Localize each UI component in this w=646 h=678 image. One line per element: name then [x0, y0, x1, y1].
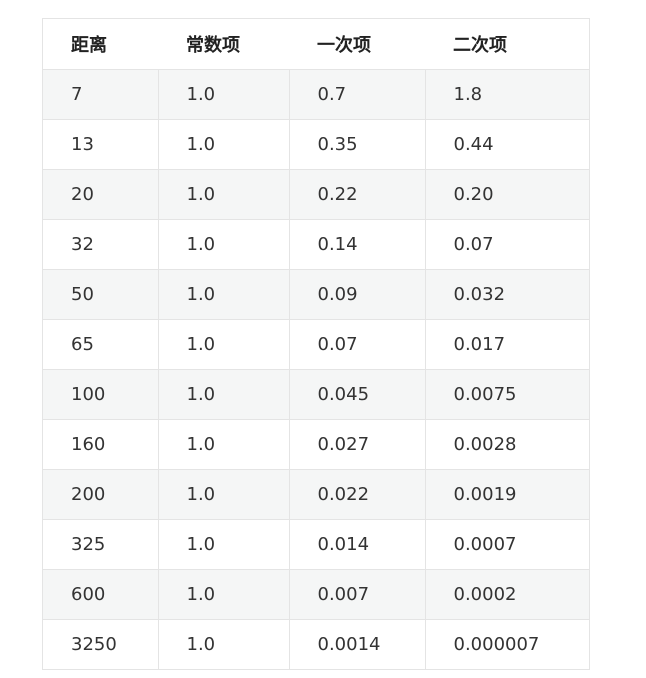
- attenuation-table: 距离 常数项 一次项 二次项 7 1.0 0.7 1.8 13 1.0 0.35 0.44 20…: [43, 19, 589, 670]
- cell-quadratic: 0.0002: [425, 569, 589, 620]
- cell-constant: 1.0: [158, 369, 290, 420]
- table-body: 7 1.0 0.7 1.8 13 1.0 0.35 0.44 20 1.0 0.22 0.20 32 1.…: [43, 69, 589, 670]
- cell-distance: 50: [43, 269, 159, 320]
- header-quadratic: 二次项: [425, 19, 589, 70]
- table-row: 200 1.0 0.022 0.0019: [43, 469, 589, 520]
- cell-constant: 1.0: [158, 119, 290, 170]
- table-row: 32 1.0 0.14 0.07: [43, 219, 589, 270]
- cell-distance: 3250: [43, 619, 159, 670]
- cell-linear: 0.0014: [289, 619, 426, 670]
- cell-linear: 0.22: [289, 169, 426, 220]
- cell-constant: 1.0: [158, 69, 290, 120]
- cell-distance: 100: [43, 369, 159, 420]
- cell-quadratic: 0.032: [425, 269, 589, 320]
- cell-constant: 1.0: [158, 219, 290, 270]
- cell-distance: 32: [43, 219, 159, 270]
- cell-quadratic: 0.20: [425, 169, 589, 220]
- cell-constant: 1.0: [158, 169, 290, 220]
- cell-distance: 20: [43, 169, 159, 220]
- header-distance: 距离: [43, 19, 158, 70]
- cell-linear: 0.7: [289, 69, 426, 120]
- cell-linear: 0.014: [289, 519, 426, 570]
- header-row: 距离 常数项 一次项 二次项: [43, 19, 589, 70]
- cell-distance: 325: [43, 519, 159, 570]
- table-row: 65 1.0 0.07 0.017: [43, 319, 589, 370]
- cell-constant: 1.0: [158, 569, 290, 620]
- cell-linear: 0.09: [289, 269, 426, 320]
- table-row: 7 1.0 0.7 1.8: [43, 69, 589, 120]
- cell-quadratic: 0.0075: [425, 369, 589, 420]
- cell-linear: 0.35: [289, 119, 426, 170]
- table-row: 50 1.0 0.09 0.032: [43, 269, 589, 320]
- table-header: 距离 常数项 一次项 二次项: [43, 19, 589, 70]
- cell-quadratic: 0.44: [425, 119, 589, 170]
- cell-linear: 0.14: [289, 219, 426, 270]
- cell-constant: 1.0: [158, 319, 290, 370]
- table-row: 325 1.0 0.014 0.0007: [43, 519, 589, 570]
- cell-linear: 0.045: [289, 369, 426, 420]
- cell-linear: 0.022: [289, 469, 426, 520]
- table-row: 100 1.0 0.045 0.0075: [43, 369, 589, 420]
- cell-distance: 13: [43, 119, 159, 170]
- header-constant: 常数项: [158, 19, 289, 70]
- cell-constant: 1.0: [158, 269, 290, 320]
- cell-distance: 160: [43, 419, 159, 470]
- cell-constant: 1.0: [158, 469, 290, 520]
- table-row: 600 1.0 0.007 0.0002: [43, 569, 589, 620]
- cell-constant: 1.0: [158, 419, 290, 470]
- cell-distance: 600: [43, 569, 159, 620]
- cell-quadratic: 0.0019: [425, 469, 589, 520]
- cell-quadratic: 0.0007: [425, 519, 589, 570]
- cell-quadratic: 0.0028: [425, 419, 589, 470]
- table-row: 20 1.0 0.22 0.20: [43, 169, 589, 220]
- cell-constant: 1.0: [158, 619, 290, 670]
- cell-quadratic: 0.07: [425, 219, 589, 270]
- cell-distance: 200: [43, 469, 159, 520]
- cell-distance: 7: [43, 69, 159, 120]
- cell-linear: 0.027: [289, 419, 426, 470]
- cell-linear: 0.007: [289, 569, 426, 620]
- cell-constant: 1.0: [158, 519, 290, 570]
- cell-quadratic: 0.000007: [425, 619, 589, 670]
- header-linear: 一次项: [289, 19, 425, 70]
- cell-linear: 0.07: [289, 319, 426, 370]
- cell-quadratic: 0.017: [425, 319, 589, 370]
- table-row: 3250 1.0 0.0014 0.000007: [43, 619, 589, 670]
- cell-distance: 65: [43, 319, 159, 370]
- attenuation-table-container: 距离 常数项 一次项 二次项 7 1.0 0.7 1.8 13 1.0 0.35 0.44 20…: [42, 18, 590, 670]
- table-row: 13 1.0 0.35 0.44: [43, 119, 589, 170]
- cell-quadratic: 1.8: [425, 69, 589, 120]
- table-row: 160 1.0 0.027 0.0028: [43, 419, 589, 470]
